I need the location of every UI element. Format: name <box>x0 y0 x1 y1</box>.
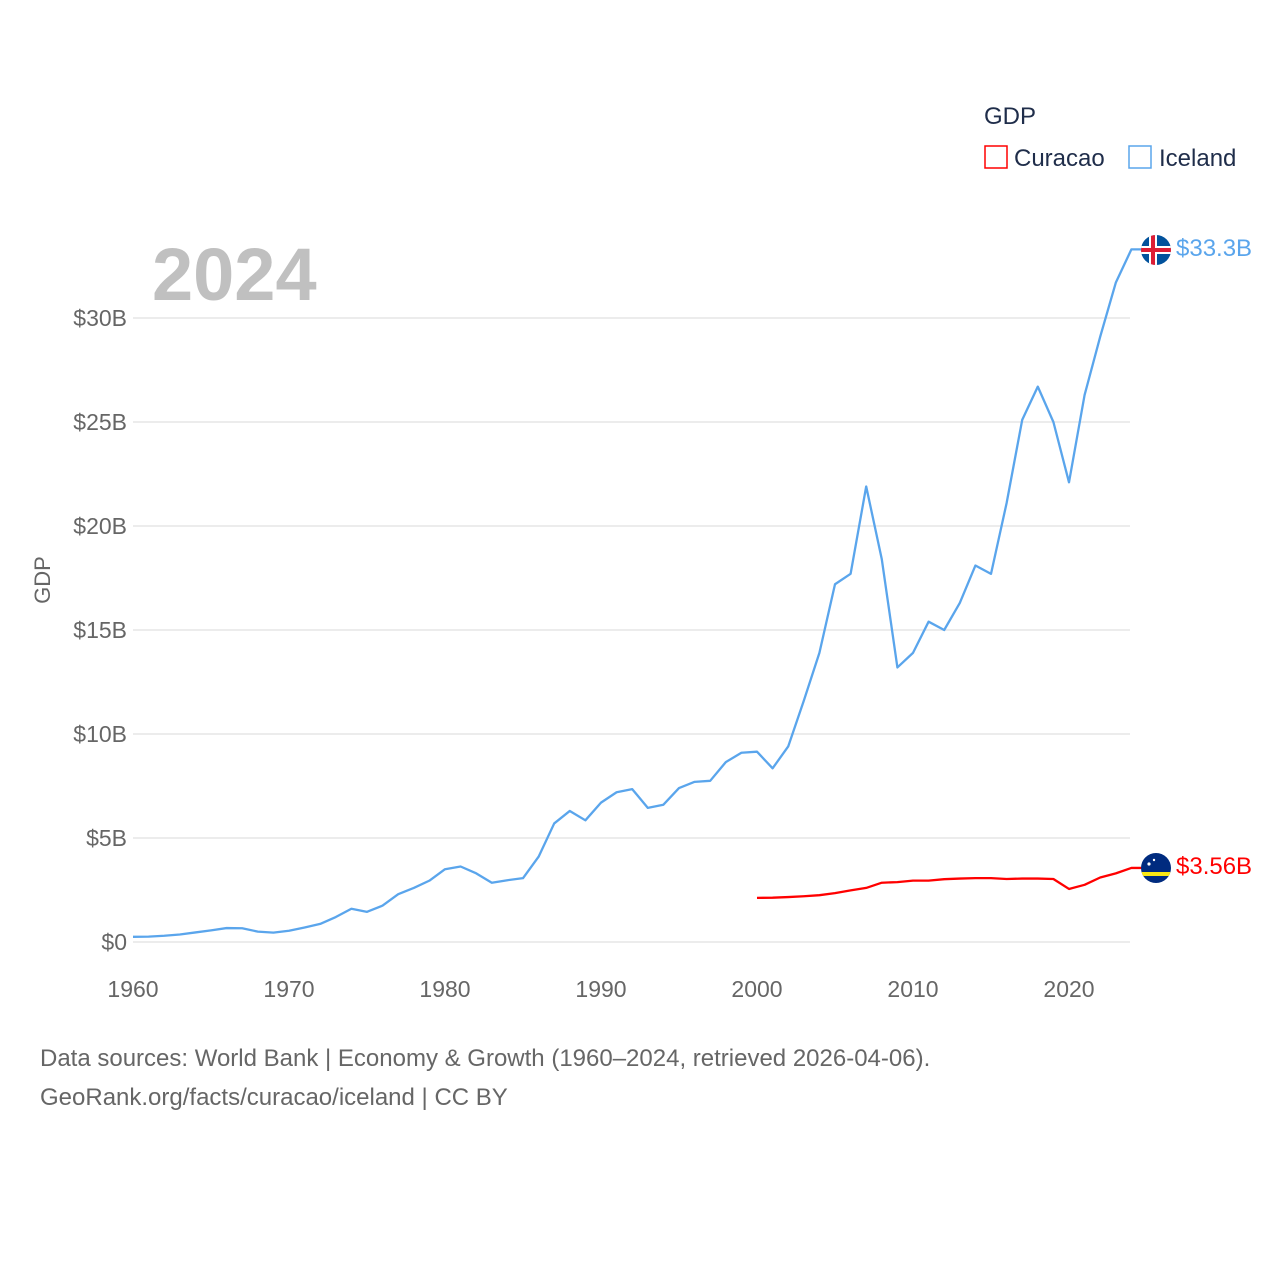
gdp-line-chart: $0 $5B $10B $15B $20B $25B $30B 1960 1970 1980 199… <box>30 103 1252 1002</box>
curacao-flag-icon <box>1141 853 1171 883</box>
x-tick-label: 2020 <box>1043 976 1094 1002</box>
y-tick-label: $20B <box>73 513 127 539</box>
year-watermark: 2024 <box>152 233 317 316</box>
y-tick-label: $30B <box>73 305 127 331</box>
x-tick-label: 2010 <box>887 976 938 1002</box>
x-tick-label: 1980 <box>419 976 470 1002</box>
series-line-curacao[interactable] <box>756 866 1142 900</box>
legend-swatch-iceland[interactable] <box>1128 145 1152 169</box>
y-tick-label: $25B <box>73 409 127 435</box>
legend-label-iceland[interactable]: Iceland <box>1159 145 1236 172</box>
footer-link[interactable]: GeoRank.org/facts/curacao/iceland | CC B… <box>40 1084 508 1111</box>
curacao-end-label: $3.56B <box>1176 853 1252 880</box>
iceland-flag-icon <box>1141 235 1171 265</box>
legend-swatch-curacao[interactable] <box>984 145 1008 169</box>
footer-sources: Data sources: World Bank | Economy & Gro… <box>40 1045 931 1072</box>
y-tick-label: $15B <box>73 617 127 643</box>
legend-label-curacao[interactable]: Curacao <box>1014 145 1105 172</box>
y-tick-label: $10B <box>73 721 127 747</box>
x-tick-label: 1970 <box>263 976 314 1002</box>
y-tick-label: $5B <box>86 825 127 851</box>
iceland-end-label: $33.3B <box>1176 235 1252 262</box>
x-tick-label: 1960 <box>107 976 158 1002</box>
y-tick-label: $0 <box>101 929 127 955</box>
x-tick-label: 2000 <box>731 976 782 1002</box>
y-axis-label: GDP <box>30 556 55 604</box>
legend-title: GDP <box>984 103 1036 130</box>
x-tick-label: 1990 <box>575 976 626 1002</box>
series-line-iceland[interactable] <box>132 248 1142 938</box>
